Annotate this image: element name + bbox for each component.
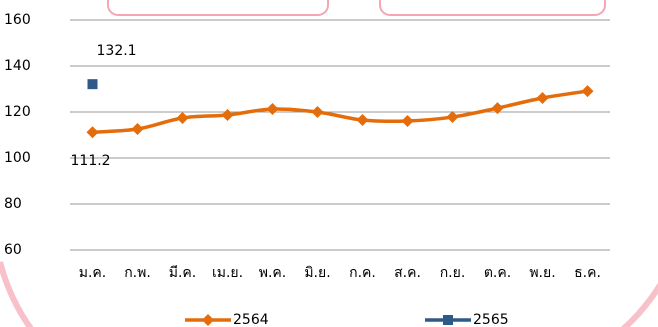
point <box>266 103 279 116</box>
point <box>443 315 453 325</box>
decor-box <box>379 0 606 16</box>
x-tick-label: ก.ย. <box>440 265 466 281</box>
point <box>176 111 189 124</box>
decor-box <box>107 0 329 16</box>
x-tick-label: ก.ค. <box>349 265 376 281</box>
y-tick-label: 160 <box>4 12 31 28</box>
point <box>356 114 369 127</box>
x-tick-label: มี.ค. <box>169 265 197 281</box>
x-tick-label: ก.พ. <box>124 265 151 281</box>
x-tick-label: ธ.ค. <box>574 265 601 281</box>
point <box>87 79 98 90</box>
point <box>311 106 324 118</box>
y-tick-label: 140 <box>4 58 31 74</box>
point <box>446 111 459 124</box>
point <box>221 108 234 121</box>
x-tick-label: ม.ค. <box>79 265 107 281</box>
x-tick-label: ต.ค. <box>484 265 511 281</box>
data-label: 132.1 <box>97 43 137 59</box>
legend-label: 2565 <box>473 312 509 327</box>
point <box>131 123 144 136</box>
decor-curve <box>620 282 658 327</box>
x-tick-label: พ.ค. <box>259 265 287 281</box>
y-tick-label: 100 <box>4 150 31 166</box>
x-tick-label: มิ.ย. <box>304 265 330 281</box>
decor-curve <box>0 261 34 327</box>
y-tick-label: 80 <box>4 196 22 212</box>
x-tick-label: ส.ค. <box>394 265 421 281</box>
point <box>401 114 414 127</box>
y-tick-label: 60 <box>4 242 22 258</box>
point <box>491 102 504 115</box>
y-tick-label: 120 <box>4 104 31 120</box>
legend-label: 2564 <box>233 312 269 327</box>
point <box>536 91 549 104</box>
x-tick-label: พ.ย. <box>529 265 555 281</box>
point <box>202 314 214 326</box>
data-label: 111.2 <box>71 153 111 169</box>
x-tick-label: เม.ย. <box>212 265 243 281</box>
point <box>581 85 594 98</box>
point <box>86 126 99 139</box>
